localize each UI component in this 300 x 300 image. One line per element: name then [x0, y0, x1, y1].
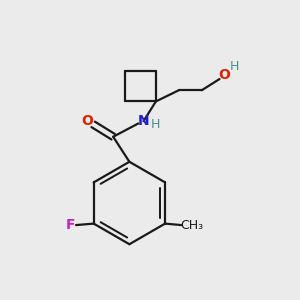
Text: O: O	[218, 68, 230, 82]
Text: O: O	[81, 114, 93, 128]
Text: CH₃: CH₃	[180, 219, 203, 232]
Text: N: N	[138, 114, 149, 128]
Text: H: H	[230, 60, 239, 73]
Text: F: F	[66, 218, 76, 232]
Text: H: H	[151, 118, 160, 131]
